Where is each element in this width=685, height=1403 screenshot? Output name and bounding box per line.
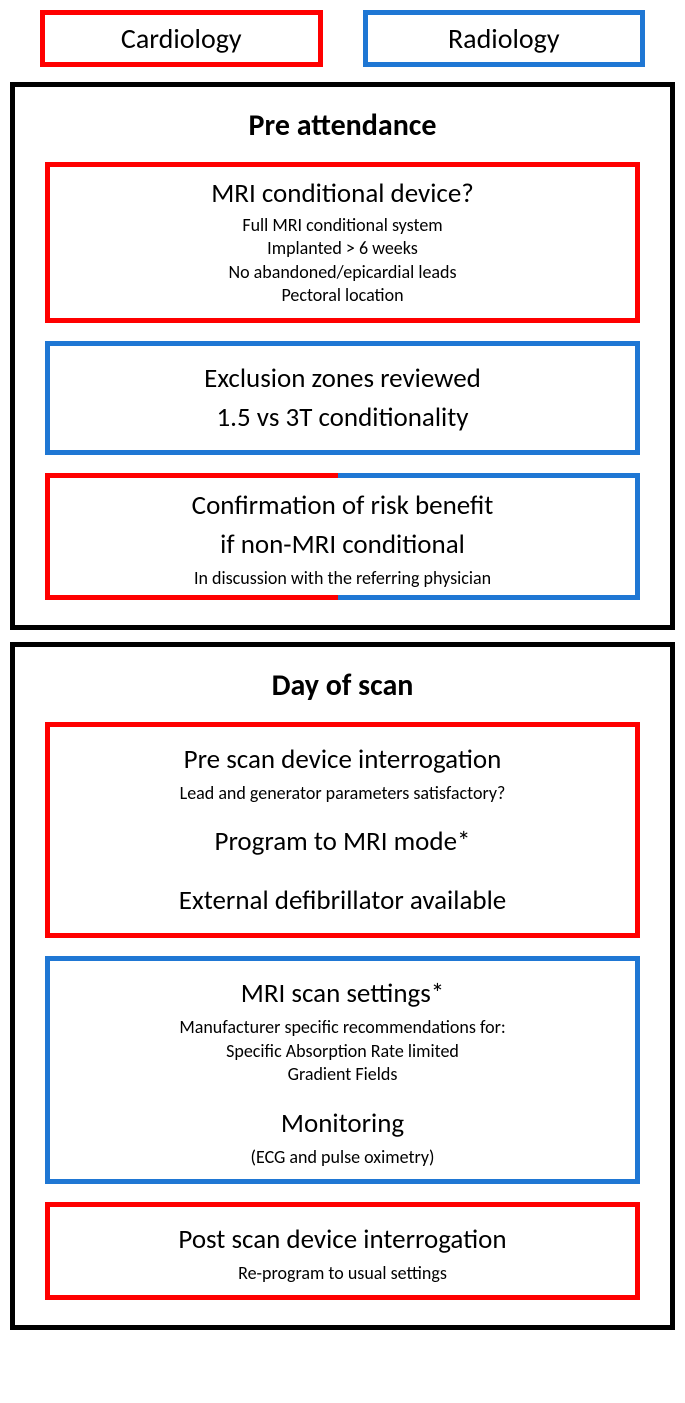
section-pre-attendance: Pre attendance MRI conditional device? F… bbox=[10, 82, 675, 630]
box-sub: Specific Absorption Rate limited bbox=[62, 1040, 623, 1063]
legend-cardiology: Cardiology bbox=[40, 10, 323, 67]
box-sub: (ECG and pulse oximetry) bbox=[62, 1146, 623, 1169]
box-title: MRI conditional device? bbox=[62, 177, 623, 210]
section-title-pre: Pre attendance bbox=[45, 107, 640, 144]
box-title: Post scan device interrogation bbox=[62, 1223, 623, 1256]
box-line: Exclusion zones reviewed bbox=[62, 362, 623, 395]
box-mri-scan-settings: MRI scan settings* Manufacturer specific… bbox=[45, 956, 640, 1184]
box-title: MRI scan settings* bbox=[62, 977, 623, 1010]
section-title-day: Day of scan bbox=[45, 667, 640, 704]
box-sub: Re-program to usual settings bbox=[62, 1262, 623, 1285]
box-pre-scan-interrogation: Pre scan device interrogation Lead and g… bbox=[45, 722, 640, 938]
box-mri-conditional-device: MRI conditional device? Full MRI conditi… bbox=[45, 162, 640, 323]
box-post-scan-interrogation: Post scan device interrogation Re-progra… bbox=[45, 1202, 640, 1300]
box-title: External defibrillator available bbox=[62, 884, 623, 917]
box-title: Pre scan device interrogation bbox=[62, 743, 623, 776]
box-sub: Gradient Fields bbox=[62, 1063, 623, 1086]
box-exclusion-zones: Exclusion zones reviewed 1.5 vs 3T condi… bbox=[45, 341, 640, 455]
section-day-of-scan: Day of scan Pre scan device interrogatio… bbox=[10, 642, 675, 1330]
box-sub: Full MRI conditional system bbox=[62, 214, 623, 237]
box-sub: Implanted > 6 weeks bbox=[62, 237, 623, 260]
box-sub: In discussion with the referring physici… bbox=[57, 567, 628, 590]
legend-radiology: Radiology bbox=[363, 10, 646, 67]
box-sub: Pectoral location bbox=[62, 284, 623, 307]
box-line: 1.5 vs 3T conditionality bbox=[62, 401, 623, 434]
box-sub: Lead and generator parameters satisfacto… bbox=[62, 782, 623, 805]
box-risk-benefit: Confirmation of risk benefit if non-MRI … bbox=[45, 473, 640, 600]
box-title: Program to MRI mode* bbox=[62, 825, 623, 858]
box-title: Monitoring bbox=[62, 1107, 623, 1140]
box-line: Confirmation of risk benefit bbox=[57, 489, 628, 522]
box-sub: No abandoned/epicardial leads bbox=[62, 261, 623, 284]
box-line: if non-MRI conditional bbox=[57, 528, 628, 561]
legend-row: Cardiology Radiology bbox=[10, 10, 675, 82]
box-sub: Manufacturer specific recommendations fo… bbox=[62, 1016, 623, 1039]
